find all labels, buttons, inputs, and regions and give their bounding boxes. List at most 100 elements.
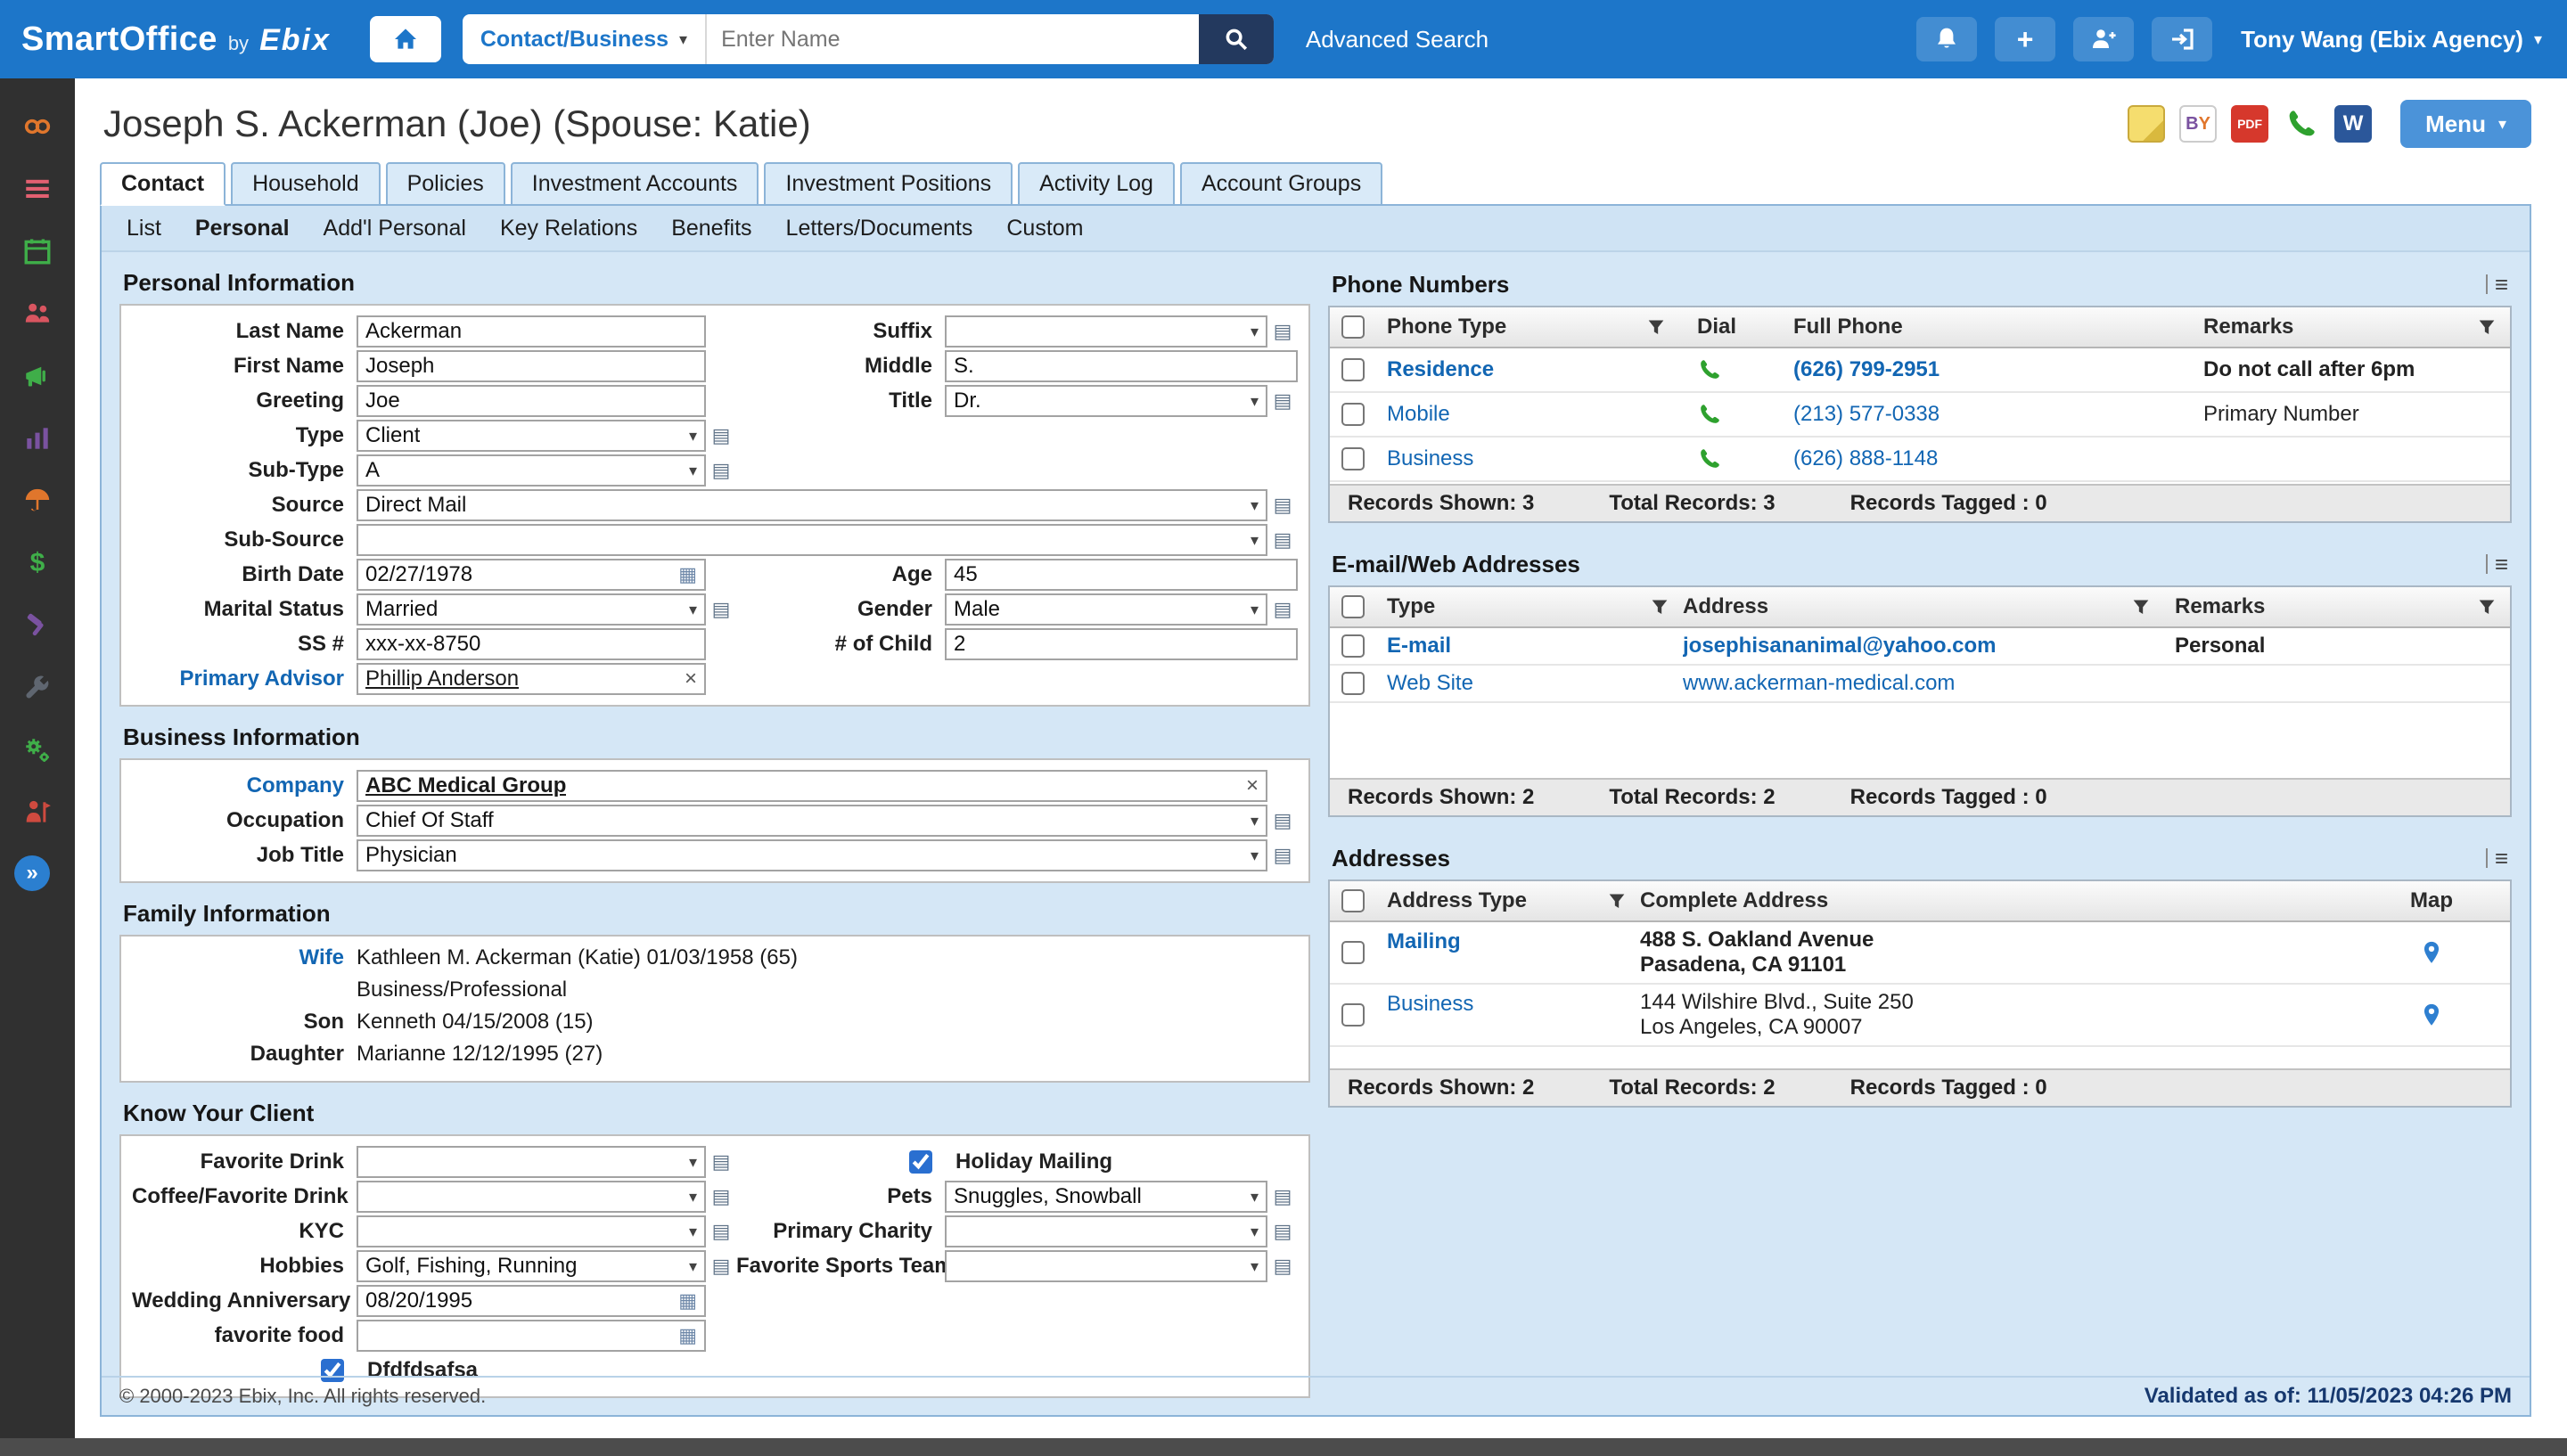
grid-menu-icon[interactable]: ≡ (2494, 551, 2508, 577)
dial-phone-icon[interactable] (1697, 446, 1722, 471)
pets-select[interactable]: Snuggles, Snowball ▾ (945, 1181, 1267, 1213)
add-contact-button[interactable] (2073, 17, 2135, 61)
search-scope-dropdown[interactable]: Contact/Business ▾ (463, 14, 708, 64)
lookup-icon[interactable]: ▤ (1273, 320, 1292, 342)
first-name-input[interactable] (357, 350, 706, 382)
primary-advisor-label[interactable]: Primary Advisor (179, 667, 344, 691)
filter-icon[interactable] (1651, 598, 1669, 616)
sidebar-calendar-icon[interactable] (16, 232, 59, 271)
hobbies-select[interactable]: Golf, Fishing, Running ▾ (357, 1250, 706, 1282)
row-select-checkbox[interactable] (1341, 1003, 1365, 1027)
word-doc-icon[interactable]: W (2334, 105, 2373, 143)
dfdfdsafsa-checkbox[interactable] (321, 1359, 344, 1382)
calendar-icon[interactable]: ▦ (678, 563, 697, 585)
sidebar-reports-icon[interactable] (16, 419, 59, 458)
lookup-icon[interactable]: ▤ (711, 1185, 731, 1207)
age-input[interactable] (945, 559, 1298, 591)
search-button[interactable] (1198, 14, 1274, 64)
lookup-icon[interactable]: ▤ (1273, 1185, 1292, 1207)
advanced-search-link[interactable]: Advanced Search (1305, 25, 1489, 53)
phone-type-link[interactable]: Residence (1387, 357, 1495, 381)
tab-activity-log[interactable]: Activity Log (1018, 162, 1175, 206)
filter-icon[interactable] (1647, 318, 1665, 336)
marital-status-select[interactable]: Married ▾ (357, 593, 706, 626)
sidebar-marketing-icon[interactable] (16, 356, 59, 396)
sidebar-quick-links-icon[interactable] (16, 107, 59, 146)
dial-phone-icon[interactable] (2283, 105, 2320, 143)
sidebar-expand-button[interactable]: » (14, 855, 50, 891)
tab-contact[interactable]: Contact (100, 162, 226, 206)
row-select-checkbox[interactable] (1341, 941, 1365, 964)
ssn-input[interactable] (357, 628, 706, 660)
favorite-drink-select[interactable]: ▾ (357, 1146, 706, 1178)
sidebar-automation-icon[interactable] (16, 731, 59, 770)
sub-source-select[interactable]: ▾ (357, 524, 1267, 556)
holiday-mailing-checkbox[interactable] (909, 1150, 932, 1174)
subtab-key-relations[interactable]: Key Relations (499, 215, 638, 241)
job-title-select[interactable]: Physician ▾ (357, 839, 1267, 871)
kyc-select[interactable]: ▾ (357, 1215, 706, 1247)
birth-date-input[interactable]: 02/27/1978 ▦ (357, 559, 706, 591)
tab-investment-accounts[interactable]: Investment Accounts (510, 162, 759, 206)
lookup-icon[interactable]: ▤ (1273, 1255, 1292, 1277)
sub-type-select[interactable]: A ▾ (357, 454, 706, 487)
sign-out-button[interactable] (2152, 17, 2213, 61)
home-button[interactable] (369, 16, 441, 62)
subtab-custom[interactable]: Custom (1006, 215, 1084, 241)
add-button[interactable]: + (1995, 17, 2056, 61)
subtab-personal[interactable]: Personal (194, 215, 290, 241)
notifications-button[interactable] (1916, 17, 1978, 61)
email-type-link[interactable]: Web Site (1387, 671, 1473, 695)
lookup-icon[interactable]: ▤ (1273, 389, 1292, 412)
source-select[interactable]: Direct Mail ▾ (357, 489, 1267, 521)
row-select-checkbox[interactable] (1341, 358, 1365, 381)
occupation-select[interactable]: Chief Of Staff ▾ (357, 805, 1267, 837)
map-pin-icon[interactable] (2418, 939, 2445, 966)
filter-icon[interactable] (2132, 598, 2150, 616)
suffix-select[interactable]: ▾ (945, 315, 1267, 348)
email-type-link[interactable]: E-mail (1387, 634, 1452, 658)
sticky-note-icon[interactable] (2128, 105, 2166, 143)
primary-advisor-link[interactable]: Phillip Anderson (365, 667, 520, 691)
last-name-input[interactable] (357, 315, 706, 348)
lookup-icon[interactable]: ▤ (1273, 809, 1292, 831)
wife-link[interactable]: Wife (299, 945, 344, 969)
sidebar-menu-icon[interactable] (16, 169, 59, 209)
website-link[interactable]: www.ackerman-medical.com (1683, 671, 1956, 695)
phone-number-link[interactable]: (213) 577-0338 (1793, 402, 1940, 426)
select-all-checkbox[interactable] (1341, 889, 1365, 912)
pdf-icon[interactable]: PDF (2231, 105, 2269, 143)
lookup-icon[interactable]: ▤ (711, 598, 731, 620)
sidebar-contacts-icon[interactable] (16, 294, 59, 333)
tab-policies[interactable]: Policies (385, 162, 505, 206)
company-field[interactable]: ABC Medical Group × (357, 770, 1267, 802)
coffee-drink-select[interactable]: ▾ (357, 1181, 706, 1213)
user-menu[interactable]: Tony Wang (Ebix Agency) ▾ (2241, 26, 2542, 53)
lookup-icon[interactable]: ▤ (1273, 494, 1292, 516)
type-select[interactable]: Client ▾ (357, 420, 706, 452)
map-pin-icon[interactable] (2418, 1002, 2445, 1028)
sidebar-organization-icon[interactable] (16, 793, 59, 832)
lookup-icon[interactable]: ▤ (1273, 528, 1292, 551)
lookup-icon[interactable]: ▤ (1273, 1220, 1292, 1242)
primary-advisor-field[interactable]: Phillip Anderson × (357, 663, 706, 695)
primary-charity-select[interactable]: ▾ (945, 1215, 1267, 1247)
phone-number-link[interactable]: (626) 888-1148 (1793, 446, 1939, 470)
lookup-icon[interactable]: ▤ (1273, 598, 1292, 620)
lookup-icon[interactable]: ▤ (711, 424, 731, 446)
address-type-link[interactable]: Business (1387, 992, 1474, 1016)
calendar-icon[interactable]: ▦ (678, 1289, 697, 1312)
row-select-checkbox[interactable] (1341, 447, 1365, 470)
phone-type-link[interactable]: Business (1387, 446, 1474, 470)
middle-input[interactable] (945, 350, 1298, 382)
menu-button[interactable]: Menu ▾ (2400, 100, 2531, 148)
favorite-food-input[interactable]: ▦ (357, 1320, 706, 1352)
sidebar-insurance-icon[interactable] (16, 481, 59, 520)
gender-select[interactable]: Male ▾ (945, 593, 1267, 626)
subtab-addl-personal[interactable]: Add'l Personal (323, 215, 466, 241)
clear-icon[interactable]: × (684, 667, 697, 691)
email-address-link[interactable]: josephisananimal@yahoo.com (1683, 634, 1997, 658)
tab-account-groups[interactable]: Account Groups (1179, 162, 1383, 206)
lookup-icon[interactable]: ▤ (711, 1220, 731, 1242)
sidebar-settings-icon[interactable] (16, 668, 59, 708)
